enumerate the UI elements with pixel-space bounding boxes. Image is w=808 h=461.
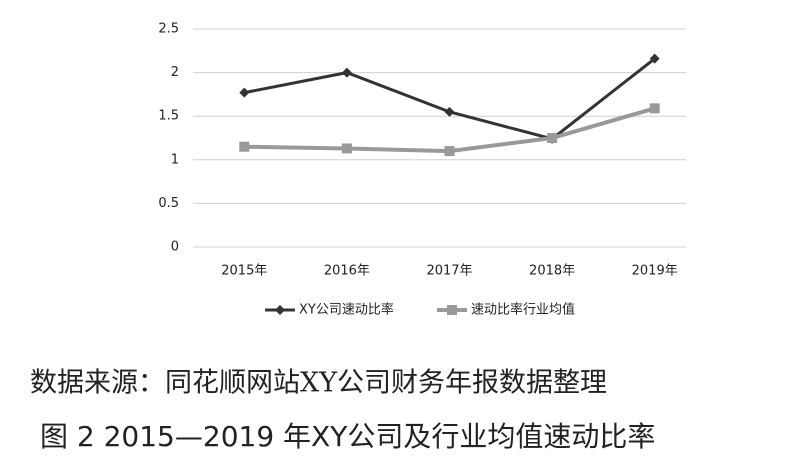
legend-marker [275,305,285,315]
marker [649,103,660,114]
y-tick-label: 2 [171,65,179,80]
x-tick-label: 2015年 [221,264,267,279]
y-tick-label: 0 [171,240,179,255]
marker [547,133,558,143]
marker [444,106,455,117]
legend-label: 速动比率行业均值 [471,302,575,318]
marker [239,141,250,152]
x-tick-label: 2016年 [324,264,370,279]
y-tick-label: 1 [171,152,179,167]
caption: 图 2 2015—2019 年XY公司及行业均值速动比率 [40,420,655,453]
x-tick-label: 2017年 [426,264,472,279]
source-note: 数据来源：同花顺网站XY公司财务年报数据整理 [30,368,607,399]
marker [649,53,660,64]
x-tick-label: 2018年 [529,264,575,279]
y-tick-label: 0.5 [158,196,179,211]
x-tick-label: 2019年 [632,264,678,279]
marker [341,143,352,154]
marker [341,67,352,78]
legend-label: XY公司速动比率 [299,302,394,318]
marker [444,146,455,157]
y-tick-label: 1.5 [158,109,179,124]
marker [239,87,250,98]
legend-marker [447,305,457,315]
y-tick-label: 2.5 [158,22,179,37]
